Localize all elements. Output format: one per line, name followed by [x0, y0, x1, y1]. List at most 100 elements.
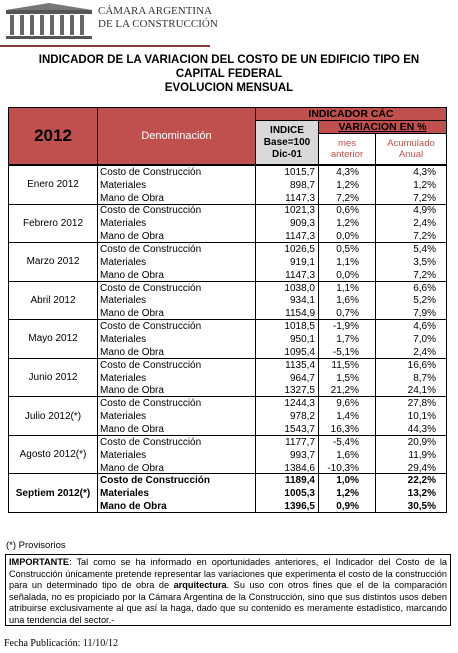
header-rule	[0, 45, 210, 47]
index-value: 1021,3	[255, 204, 318, 218]
cumulative-change: 3,5%	[375, 255, 446, 269]
monthly-change: 0,0%	[318, 268, 375, 282]
index-value: 1026,5	[255, 243, 318, 256]
important-bold: arquitectura	[173, 580, 227, 590]
important-text: . Su uso con otros fines que el de la co…	[9, 580, 447, 625]
important-note: IMPORTANTE: Tal como se ha informado en …	[5, 554, 451, 626]
monthly-change: 0,0%	[318, 230, 375, 244]
monthly-change: 21,2%	[318, 384, 375, 398]
item-name: Materiales	[100, 295, 147, 307]
cumulative-header: Acumulado Anual	[375, 133, 447, 165]
cumulative-change: 16,6%	[375, 358, 446, 372]
header-line: Acumulado	[387, 138, 435, 149]
title-line: CAPITAL FEDERAL	[175, 68, 283, 80]
index-value: 1154,9	[255, 307, 318, 321]
index-value: 1327,5	[255, 384, 318, 398]
monthly-change: 9,6%	[318, 397, 375, 411]
cumulative-change: 24,1%	[375, 384, 446, 398]
monthly-change: 1,7%	[318, 333, 375, 346]
monthly-change: 7,2%	[318, 191, 375, 205]
item-name: Materiales	[100, 218, 147, 230]
index-value: 1543,7	[255, 423, 318, 436]
monthly-change: 1,6%	[318, 448, 375, 462]
monthly-change: 1,0%	[318, 474, 375, 488]
monthly-change: 0,7%	[318, 307, 375, 321]
monthly-change: 1,2%	[318, 487, 375, 501]
monthly-change: 1,5%	[318, 371, 375, 385]
index-value: 1384,6	[255, 461, 318, 475]
index-value: 898,7	[255, 178, 318, 192]
cumulative-change: 1,2%	[375, 178, 446, 192]
item-name: Mano de Obra	[100, 385, 164, 397]
cumulative-change: 13,2%	[375, 487, 446, 501]
month-label: Julio 2012(*)	[8, 396, 98, 436]
month-block	[97, 473, 447, 513]
variation-header: VARIACION EN %	[318, 120, 447, 134]
title-line: EVOLUCION MENSUAL	[164, 82, 294, 94]
item-name: Costo de Construcción	[100, 282, 202, 294]
item-name: Costo de Construcción	[100, 398, 202, 410]
monthly-change: 1,1%	[318, 281, 375, 295]
index-value: 909,3	[255, 217, 318, 231]
cumulative-change: 27,8%	[375, 397, 446, 411]
index-value: 1147,3	[255, 268, 318, 282]
logo-text: CÁMARA ARGENTINA DE LA CONSTRUCCIÓN	[98, 5, 218, 31]
index-value: 1147,3	[255, 191, 318, 205]
cumulative-change: 29,4%	[375, 461, 446, 475]
monthly-change: 0,9%	[318, 500, 375, 513]
monthly-change: 16,3%	[318, 423, 375, 436]
cumulative-change: 10,1%	[375, 410, 446, 424]
cumulative-change: 8,7%	[375, 371, 446, 385]
item-name: Materiales	[100, 411, 147, 423]
index-value: 919,1	[255, 255, 318, 269]
index-header: INDICE Base=100 Dic-01	[255, 120, 319, 165]
index-value: 1038,0	[255, 281, 318, 295]
footnote: (*) Provisorios	[6, 540, 66, 551]
header-line: mes	[338, 138, 356, 149]
important-text: : Tal como se ha informado en oportunida…	[9, 557, 447, 590]
important-label: IMPORTANTE	[9, 557, 70, 567]
cumulative-change: 7,2%	[375, 268, 446, 282]
header-line: Base=100	[263, 136, 311, 148]
month-label: Marzo 2012	[8, 242, 98, 282]
index-value: 1244,3	[255, 397, 318, 411]
index-value: 1018,5	[255, 320, 318, 334]
title-line: INDICADOR DE LA VARIACION DEL COSTO DE U…	[38, 54, 420, 66]
cumulative-change: 2,4%	[375, 217, 446, 231]
month-label: Agosto 2012(*)	[8, 434, 98, 475]
item-name: Materiales	[100, 179, 147, 191]
month-label: Enero 2012	[8, 165, 98, 205]
cumulative-change: 11,9%	[375, 448, 446, 462]
item-name: Costo de Construcción	[100, 321, 202, 333]
table: 2012 Denominación INDICADOR CÁC INDICE Base=…	[8, 107, 447, 513]
month-label: Abril 2012	[8, 280, 98, 321]
cumulative-change: 7,0%	[375, 333, 446, 346]
index-value: 1015,7	[255, 166, 318, 179]
cumulative-change: 7,2%	[375, 230, 446, 244]
index-value: 1005,3	[255, 487, 318, 501]
item-name: Mano de Obra	[100, 423, 164, 435]
header-line: Anual	[398, 149, 424, 160]
index-value: 1095,4	[255, 345, 318, 359]
item-name: Costo de Construcción	[100, 205, 202, 217]
index-value: 978,2	[255, 410, 318, 424]
index-value: 1147,3	[255, 230, 318, 244]
logo-line: CÁMARA ARGENTINA	[98, 5, 212, 17]
cumulative-change: 7,2%	[375, 191, 446, 205]
year-header: 2012	[8, 107, 98, 165]
month-label: Febrero 2012	[8, 203, 98, 244]
publication-date: Fecha Publicación: 11/10/12	[4, 638, 119, 649]
cumulative-change: 30,5%	[375, 500, 446, 513]
item-name: Mano de Obra	[100, 192, 164, 204]
monthly-header: mes anterior	[318, 133, 376, 165]
cumulative-change: 5,4%	[375, 243, 446, 256]
item-name: Materiales	[100, 488, 149, 500]
index-value: 964,7	[255, 371, 318, 385]
monthly-change: 4,3%	[318, 166, 375, 179]
monthly-change: 0,6%	[318, 204, 375, 218]
item-name: Costo de Construcción	[100, 166, 202, 178]
item-name: Mano de Obra	[100, 231, 164, 243]
cumulative-change: 4,3%	[375, 166, 446, 179]
cumulative-change: 5,2%	[375, 294, 446, 308]
